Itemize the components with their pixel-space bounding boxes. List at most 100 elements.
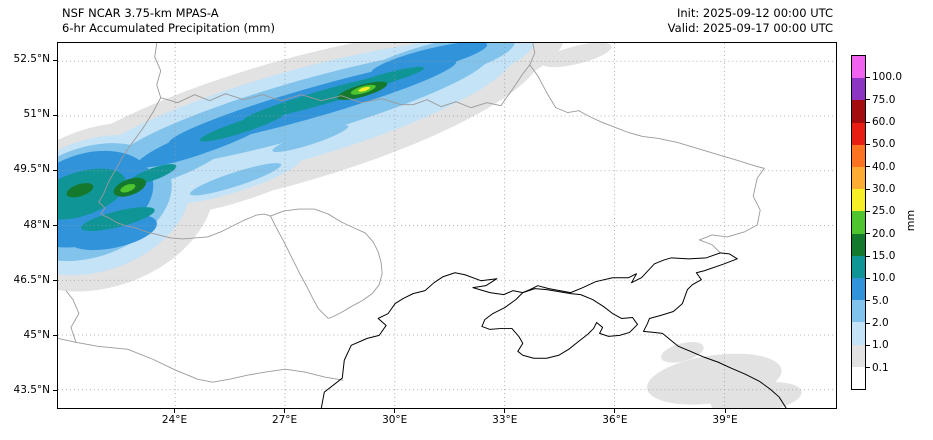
- colorbar-segment: [852, 189, 865, 212]
- precip-blob: [317, 134, 398, 167]
- precip-blob: [199, 111, 286, 142]
- colorbar-tick-label: 75.0: [872, 93, 896, 106]
- y-axis-tick-label: 52.5°N: [13, 53, 50, 66]
- colorbar-segment: [852, 366, 865, 390]
- colorbar-segment: [852, 122, 865, 145]
- colorbar-segment: [852, 56, 865, 79]
- x-axis-tick-mark: [284, 409, 286, 413]
- country-border: [270, 208, 383, 319]
- colorbar-tick-mark: [866, 121, 870, 123]
- y-axis-tick-mark: [53, 225, 57, 226]
- colorbar-tick-label: 15.0: [872, 250, 896, 262]
- country-border: [98, 97, 271, 240]
- colorbar-tick-label: 5.0: [872, 294, 889, 307]
- run-time-block: Init: 2025-09-12 00:00 UTC Valid: 2025-0…: [668, 6, 833, 36]
- colorbar-tick-label: 50.0: [872, 138, 896, 151]
- colorbar-segment: [852, 300, 865, 323]
- x-axis-tick-mark: [173, 409, 175, 413]
- init-time-label: Init: 2025-09-12 00:00 UTC: [677, 6, 833, 20]
- colorbar-tick-mark: [866, 344, 870, 346]
- x-axis-tick-mark: [724, 409, 726, 413]
- colorbar-tick-mark: [866, 277, 870, 279]
- colorbar-tick-label: 20.0: [872, 227, 896, 240]
- x-axis-tick-label: 33°E: [492, 414, 518, 426]
- x-axis-tick-mark: [504, 409, 506, 413]
- precip-blob: [710, 381, 802, 408]
- colorbar-segment: [852, 211, 865, 234]
- precip-blob: [66, 183, 94, 198]
- colorbar-tick-label: 100.0: [872, 71, 903, 84]
- colorbar-tick-label: 1.0: [872, 339, 889, 352]
- colorbar-tick-mark: [866, 143, 870, 145]
- colorbar-tick-label: 60.0: [872, 116, 896, 128]
- figure-title-block: NSF NCAR 3.75-km MPAS-A 6-hr Accumulated…: [62, 6, 275, 36]
- x-axis-tick-label: 24°E: [161, 414, 188, 426]
- colorbar-segment: [852, 144, 865, 168]
- colorbar-segment: [852, 167, 865, 190]
- map-plot-area: [57, 42, 837, 409]
- colorbar-tick-mark: [866, 210, 870, 212]
- colorbar-segment: [852, 322, 865, 345]
- colorbar-tick-label: 40.0: [872, 160, 896, 173]
- precip-blob: [370, 43, 488, 77]
- colorbar-tick-label: 0.1: [872, 361, 889, 374]
- colorbar-segment: [852, 100, 865, 123]
- y-axis-tick-label: 48°N: [23, 218, 50, 231]
- y-axis-tick-mark: [53, 390, 57, 392]
- colorbar-unit-label: mm: [904, 209, 918, 232]
- y-axis-tick-label: 43.5°N: [13, 383, 50, 396]
- colorbar-tick-mark: [866, 367, 870, 369]
- precip-blob: [541, 43, 612, 68]
- country-border: [160, 64, 765, 254]
- y-axis-tick-mark: [53, 280, 57, 282]
- x-axis-tick-label: 36°E: [602, 414, 628, 426]
- precip-blob: [272, 124, 349, 153]
- colorbar-tick-label: 30.0: [872, 183, 896, 195]
- colorbar-tick-label: 25.0: [872, 205, 896, 218]
- colorbar-tick-label: 2.0: [872, 317, 889, 329]
- y-axis-tick-label: 51°N: [23, 108, 50, 121]
- y-axis-tick-mark: [53, 114, 57, 116]
- x-axis-tick-mark: [394, 409, 396, 413]
- precip-blob: [661, 341, 704, 363]
- colorbar-tick-mark: [866, 300, 870, 302]
- precip-blob: [358, 86, 370, 92]
- coastline: [481, 288, 639, 359]
- colorbar-tick-mark: [866, 166, 870, 168]
- precipitation-map: [58, 43, 836, 408]
- colorbar-tick-mark: [866, 188, 870, 190]
- colorbar-segment: [852, 278, 865, 301]
- y-axis-tick-label: 45°N: [23, 328, 50, 341]
- country-border: [58, 337, 344, 383]
- precip-blob: [189, 163, 282, 196]
- y-axis-tick-mark: [53, 59, 57, 61]
- y-axis-tick-mark: [53, 169, 57, 171]
- precip-blob: [120, 183, 136, 193]
- colorbar-segment: [852, 344, 865, 367]
- y-axis-tick-label: 46.5°N: [13, 273, 50, 286]
- country-border: [154, 43, 162, 98]
- precip-blob: [81, 207, 155, 232]
- x-axis-tick-label: 27°E: [271, 414, 298, 426]
- x-axis-tick-label: 30°E: [382, 414, 408, 426]
- product-title: 6-hr Accumulated Precipitation (mm): [62, 21, 275, 35]
- colorbar-segment: [852, 255, 865, 279]
- coastline: [320, 252, 787, 408]
- colorbar-tick-mark: [866, 322, 870, 324]
- country-border: [270, 215, 329, 319]
- colorbar-segment: [852, 233, 865, 256]
- country-border: [65, 290, 80, 343]
- colorbar-segment: [852, 78, 865, 101]
- colorbar-tick-mark: [866, 76, 870, 78]
- y-axis-tick-mark: [53, 335, 57, 337]
- x-axis-tick-label: 39°E: [712, 414, 738, 426]
- colorbar: [851, 55, 866, 390]
- model-title: NSF NCAR 3.75-km MPAS-A: [62, 6, 219, 20]
- valid-time-label: Valid: 2025-09-17 00:00 UTC: [667, 21, 833, 35]
- colorbar-tick-mark: [866, 255, 870, 257]
- y-axis-tick-label: 49.5°N: [13, 163, 50, 176]
- country-border: [529, 43, 536, 66]
- colorbar-tick-mark: [866, 99, 870, 101]
- colorbar-tick-mark: [866, 233, 870, 235]
